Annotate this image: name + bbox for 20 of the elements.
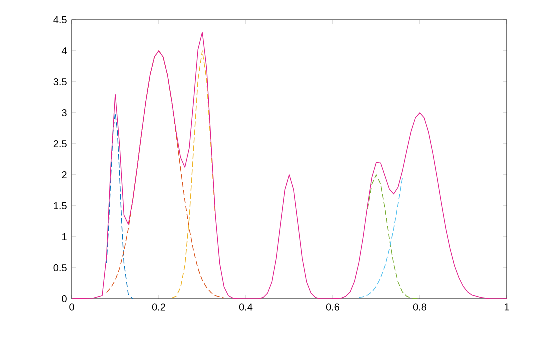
x-tick-label: 0.6 xyxy=(326,304,340,311)
y-tick-label: 4.5 xyxy=(54,16,67,24)
y-tick-label: 1 xyxy=(62,234,67,240)
x-tick-label: 0.2 xyxy=(152,304,166,311)
y-tick-label: 1.5 xyxy=(54,202,67,210)
x-tick-label: 0.4 xyxy=(239,304,253,311)
y-tick-label: 3 xyxy=(62,109,67,117)
y-tick-label: 0 xyxy=(62,295,67,303)
line-series xyxy=(358,178,403,298)
x-tick-label: 1 xyxy=(504,304,510,311)
y-tick-label: 4 xyxy=(62,48,67,54)
y-tick-label: 3.5 xyxy=(54,78,67,86)
x-tick-label: 0.8 xyxy=(413,304,427,311)
x-tick-label: 0 xyxy=(70,304,74,311)
y-tick-label: 0.5 xyxy=(54,264,67,272)
line-series xyxy=(367,174,420,299)
y-tick-label: 2.5 xyxy=(54,140,67,148)
y-tick-label: 2 xyxy=(62,172,67,178)
line-series xyxy=(106,112,134,299)
line-series xyxy=(172,50,216,299)
